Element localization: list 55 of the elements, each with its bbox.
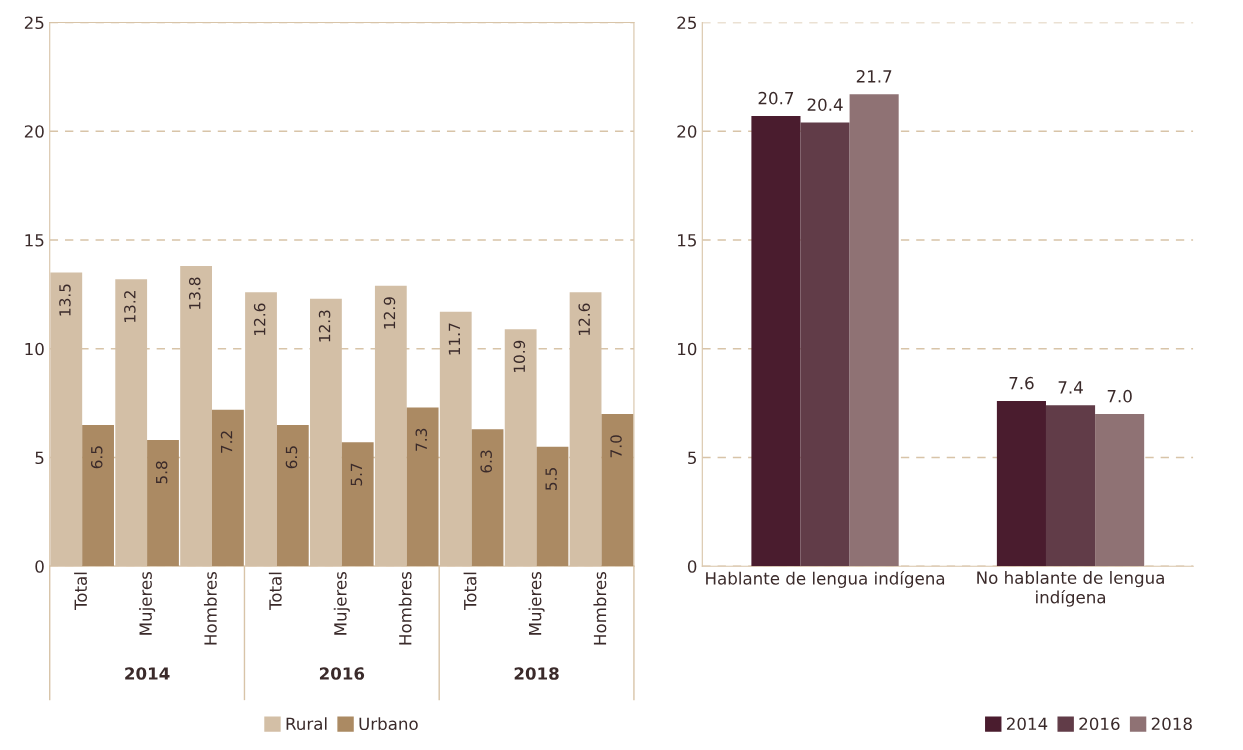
data-label: 5.5	[545, 468, 557, 490]
data-label: 13.8	[188, 277, 201, 309]
x-tick-label: Mujeres	[139, 571, 156, 635]
text: 2016	[319, 667, 365, 680]
data-label: 11.7	[448, 323, 460, 355]
data-label: 20.4	[807, 98, 843, 111]
y-tick-label: 0	[35, 560, 44, 573]
data-label: 6.3	[480, 450, 492, 473]
x-tick-label: Hombres	[203, 571, 217, 645]
data-label: 12.3	[318, 310, 331, 342]
text: 2018	[514, 667, 559, 680]
data-label: 7.3	[415, 428, 428, 451]
text: 2014	[125, 667, 170, 680]
data-label: 13.2	[124, 291, 136, 322]
y-tick-label: 25	[677, 16, 696, 30]
data-label: 12.6	[253, 303, 266, 335]
data-label: 21.7	[856, 70, 892, 83]
data-label: 7.6	[1009, 376, 1034, 390]
x-tick-label: Total	[74, 572, 88, 611]
data-label: 20.7	[758, 91, 794, 105]
y-tick-label: 25	[24, 16, 44, 30]
data-label: 10.9	[513, 340, 526, 372]
data-label: 6.5	[285, 446, 298, 469]
data-label: 12.6	[578, 303, 590, 335]
x-tick-label: Mujeres	[528, 571, 545, 635]
data-label: 7.0	[1107, 389, 1132, 403]
x-tick-label: Total	[268, 572, 282, 611]
legend-label: 2016	[1079, 717, 1120, 731]
data-label: 7.0	[610, 435, 622, 458]
legend-label: Rural	[286, 717, 327, 731]
y-tick-label: 0	[687, 560, 697, 573]
data-label: 12.9	[383, 297, 396, 329]
x-tick-label: Hablante de lengua indígena	[706, 571, 945, 588]
data-label: 7.2	[220, 431, 233, 453]
y-tick-label: 10	[25, 342, 44, 356]
y-tick-label: 5	[688, 451, 696, 465]
y-tick-label: 20	[677, 125, 697, 138]
y-tick-label: 15	[25, 234, 44, 247]
y-tick-label: 5	[35, 451, 44, 465]
x-tick-label: No hablante de lengua indígena	[977, 571, 1164, 607]
data-label: 5.7	[350, 463, 363, 486]
x-tick-label: Hombres	[593, 571, 607, 645]
data-label: 5.8	[155, 461, 168, 484]
data-label: 13.5	[59, 284, 71, 316]
data-label: 6.5	[90, 446, 103, 469]
x-tick-label: Mujeres	[333, 571, 350, 635]
y-tick-label: 10	[678, 342, 697, 356]
x-tick-label: Total	[463, 572, 477, 611]
x-tick-label: Hombres	[398, 571, 412, 645]
legend-label: 2014	[1006, 717, 1048, 731]
legend-label: 2018	[1151, 717, 1192, 731]
y-tick-label: 15	[678, 234, 696, 247]
legend-label: Urbano	[359, 717, 418, 731]
data-label: 7.4	[1058, 381, 1083, 394]
y-tick-label: 20	[24, 125, 44, 138]
